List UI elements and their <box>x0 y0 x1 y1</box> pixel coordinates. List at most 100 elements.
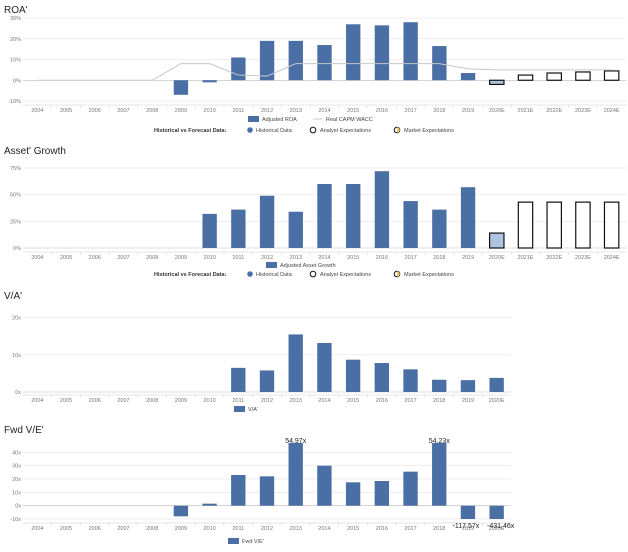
x-tick-label: 2006 <box>89 108 101 114</box>
chart-title: Fwd V/E' <box>4 425 44 436</box>
bar-2010 <box>202 213 217 248</box>
bar-2013 <box>288 334 303 392</box>
bar-2017 <box>403 201 418 248</box>
x-tick-label: 2012 <box>261 108 273 114</box>
y-tick-label: 10x <box>12 490 21 496</box>
analyst-marker-icon <box>309 126 317 134</box>
y-tick-label: 50% <box>10 193 21 199</box>
x-tick-label: 2005 <box>60 108 72 114</box>
y-tick-label: 75% <box>10 166 21 172</box>
bar-2011 <box>231 475 246 506</box>
bar-2014 <box>317 342 332 392</box>
chart-title: V/A' <box>4 291 22 302</box>
data-label: 54.97x <box>285 438 307 445</box>
bar-2017 <box>403 369 418 392</box>
x-tick-label: 2012 <box>261 255 273 261</box>
x-tick-label: 2005 <box>60 255 72 261</box>
forecast-legend-label: Historical vs Forecast Data: <box>154 128 227 134</box>
legend-swatch <box>234 406 245 412</box>
forecast-legend-item: Analyst Expectations <box>320 128 371 134</box>
x-tick-label: 2015 <box>347 108 359 114</box>
chart-3: Fwd V/E' -10x 0x 10x 20x 30x 40x 2004 2005 2006 20… <box>4 425 515 545</box>
bar-2012 <box>259 370 275 392</box>
x-tick-label: 2018 <box>433 398 445 404</box>
x-tick-label: 2019 <box>462 398 474 404</box>
bar-2013 <box>288 40 303 81</box>
bar-2022E <box>546 201 562 249</box>
y-tick-label: 25% <box>10 219 21 225</box>
x-tick-label: 2008 <box>146 108 158 114</box>
forecast-legend-label: Historical vs Forecast Data: <box>154 272 227 278</box>
bar-2015 <box>345 482 361 506</box>
x-tick-label: 2012 <box>261 526 273 532</box>
x-tick-label: 2004 <box>31 398 43 404</box>
y-tick-label: 0x <box>15 390 21 396</box>
x-tick-label: 2006 <box>89 255 101 261</box>
x-tick-label: 2011 <box>232 526 244 532</box>
x-tick-label: 2007 <box>117 398 129 404</box>
forecast-legend-item: Market Expectations <box>404 128 454 134</box>
x-tick-label: 2008 <box>146 255 158 261</box>
y-tick-label: 30x <box>12 464 21 470</box>
bar-2014 <box>317 184 332 248</box>
x-tick-label: 2005 <box>60 398 72 404</box>
bar-2020E <box>489 377 504 392</box>
x-tick-label: 2020E <box>489 108 505 114</box>
x-tick-label: 2008 <box>146 526 158 532</box>
y-tick-label: 0% <box>13 78 21 84</box>
bar-2011 <box>231 57 246 81</box>
x-tick-label: 2016 <box>376 398 388 404</box>
x-tick-label: 2010 <box>203 398 215 404</box>
legend-label: Fwd V/E' <box>242 539 264 545</box>
forecast-legend-item: Historical Data <box>256 272 293 278</box>
y-tick-label: -10% <box>8 99 21 105</box>
bar-2016 <box>374 25 390 81</box>
data-label: 54.23x <box>429 438 451 445</box>
x-tick-label: 2015 <box>347 255 359 261</box>
series-line-wacc <box>37 63 612 81</box>
data-label: -117.57x <box>453 523 480 530</box>
bar-2016 <box>374 481 389 506</box>
x-tick-label: 2018 <box>433 255 445 261</box>
x-tick-label: 2020E <box>489 255 505 261</box>
chart-title: Asset' Growth <box>4 146 66 157</box>
x-tick-label: 2019 <box>462 108 474 114</box>
bar-2014 <box>317 465 332 506</box>
y-tick-label: 20x <box>12 316 21 322</box>
x-tick-label: 2007 <box>117 526 129 532</box>
forecast-legend-item: Historical Data <box>256 128 293 134</box>
bar-2022E <box>546 72 562 81</box>
x-tick-label: 2014 <box>318 108 330 114</box>
bar-2020E <box>489 79 505 86</box>
x-tick-label: 2017 <box>405 255 417 261</box>
chart-0: ROA' -10% 0% 10% 20% 30% 2004 2005 2006 2007 2008 2… <box>4 5 626 134</box>
x-tick-label: 2016 <box>376 108 388 114</box>
x-tick-label: 2017 <box>404 526 416 532</box>
market-marker-half-icon <box>397 127 400 133</box>
bar-2011 <box>231 367 246 392</box>
bar-2014 <box>317 45 332 81</box>
x-tick-label: 2014 <box>318 398 330 404</box>
bar-2020E <box>489 232 505 249</box>
bar-2018 <box>432 443 447 506</box>
x-tick-label: 2009 <box>175 255 187 261</box>
x-tick-label: 2005 <box>60 526 72 532</box>
x-tick-label: 2011 <box>232 398 244 404</box>
x-tick-label: 2013 <box>290 398 302 404</box>
x-tick-label: 2018 <box>433 108 445 114</box>
x-tick-label: 2007 <box>117 255 129 261</box>
bar-2020E <box>489 505 504 519</box>
x-tick-label: 2017 <box>404 398 416 404</box>
forecast-legend-item: Analyst Expectations <box>320 272 371 278</box>
bar-2011 <box>231 209 246 248</box>
x-tick-label: 2016 <box>376 526 388 532</box>
x-tick-label: 2022E <box>546 108 562 114</box>
x-tick-label: 2011 <box>232 108 244 114</box>
chart-1: Asset' Growth 0% 25% 50% 75% 2004 2005 2006 2007… <box>4 146 626 278</box>
bar-2010 <box>202 80 217 83</box>
x-tick-label: 2024E <box>604 255 620 261</box>
bar-2010 <box>202 503 217 506</box>
y-tick-label: 20% <box>10 37 21 43</box>
bar-2012 <box>259 40 275 81</box>
